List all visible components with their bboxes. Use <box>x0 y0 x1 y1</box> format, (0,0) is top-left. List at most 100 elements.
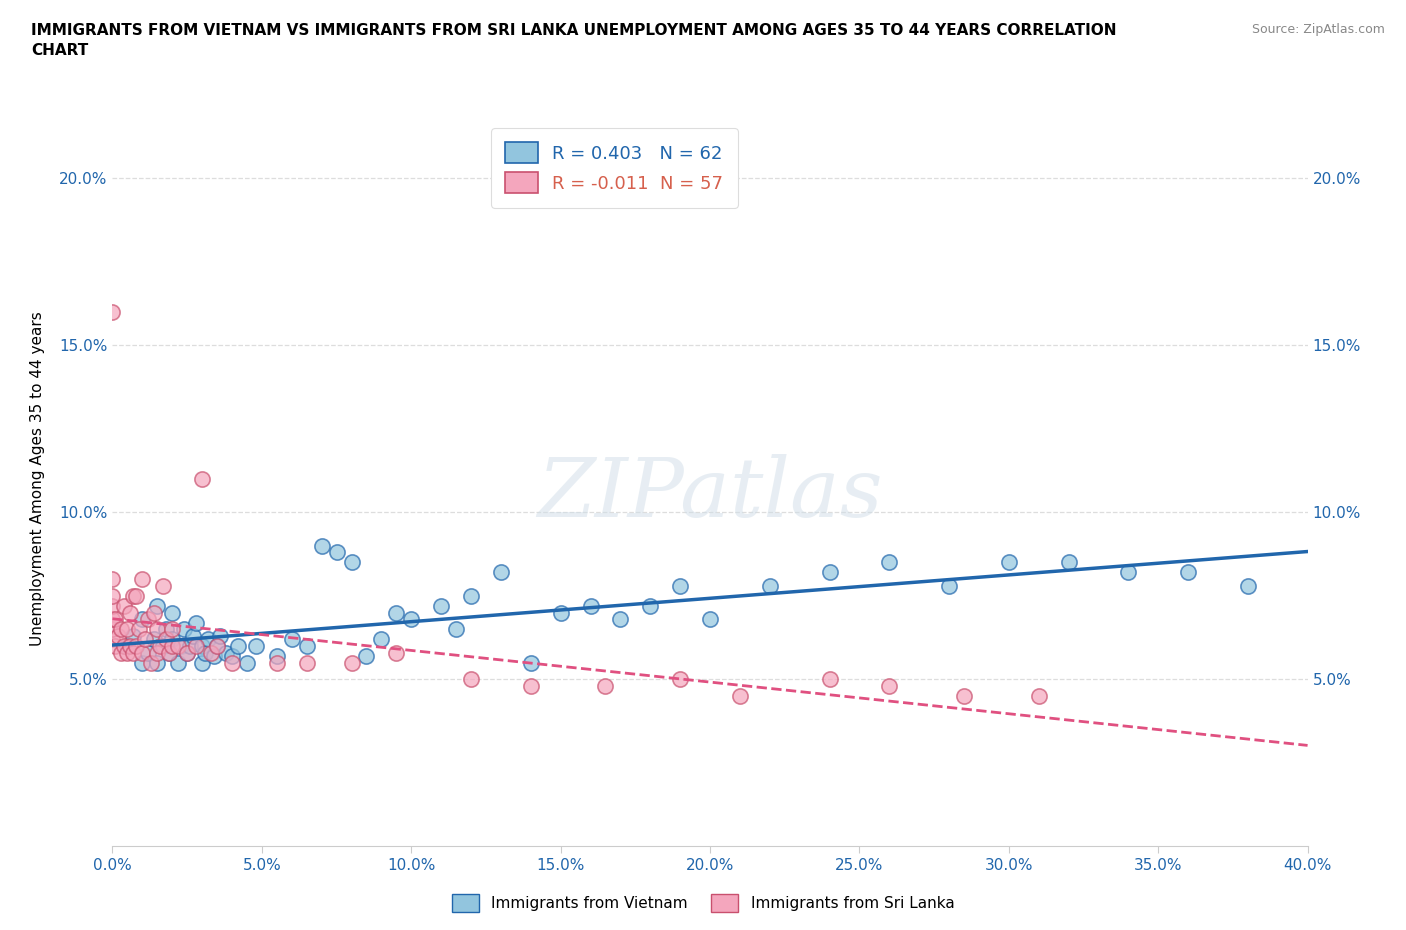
Point <box>520 656 543 671</box>
Point <box>340 656 363 671</box>
Point <box>110 622 132 637</box>
Point <box>122 645 145 660</box>
Point <box>460 589 482 604</box>
Point <box>114 598 135 613</box>
Point <box>162 605 183 620</box>
Point <box>131 656 153 671</box>
Point <box>699 612 721 627</box>
Point <box>221 656 243 671</box>
Point <box>162 622 183 637</box>
Point <box>114 639 135 654</box>
Point <box>176 645 198 660</box>
Point <box>998 555 1021 570</box>
Point <box>101 572 124 587</box>
Point <box>141 656 163 671</box>
Point <box>131 572 153 587</box>
Point <box>101 304 124 319</box>
Point <box>489 565 512 580</box>
Point <box>157 645 180 660</box>
Point <box>128 622 150 637</box>
Point <box>117 645 139 660</box>
Point <box>122 589 145 604</box>
Point <box>818 565 841 580</box>
Point <box>131 612 153 627</box>
Point <box>194 645 217 660</box>
Point <box>110 645 132 660</box>
Point <box>120 639 142 654</box>
Point <box>385 605 408 620</box>
Point <box>1057 555 1080 570</box>
Point <box>179 639 201 654</box>
Point <box>325 545 347 560</box>
Point <box>205 639 228 654</box>
Point <box>101 622 124 637</box>
Point <box>879 555 901 570</box>
Text: ZIPatlas: ZIPatlas <box>537 454 883 534</box>
Point <box>609 612 631 627</box>
Point <box>311 538 333 553</box>
Point <box>215 645 238 660</box>
Point <box>170 639 193 654</box>
Point <box>953 688 976 703</box>
Point <box>157 645 180 660</box>
Point <box>460 671 482 686</box>
Y-axis label: Unemployment Among Ages 35 to 44 years: Unemployment Among Ages 35 to 44 years <box>31 312 45 646</box>
Point <box>669 578 692 593</box>
Point <box>101 631 124 646</box>
Point <box>162 631 183 646</box>
Point <box>117 622 139 637</box>
Point <box>125 639 148 654</box>
Point <box>176 645 198 660</box>
Point <box>143 631 166 646</box>
Point <box>186 639 208 654</box>
Point <box>197 631 219 646</box>
Point <box>579 598 602 613</box>
Point <box>138 612 160 627</box>
Point <box>221 648 243 663</box>
Point <box>759 578 782 593</box>
Point <box>120 605 142 620</box>
Point <box>401 612 423 627</box>
Point <box>266 648 288 663</box>
Point <box>295 639 318 654</box>
Point <box>167 639 190 654</box>
Point <box>186 615 208 630</box>
Point <box>209 629 232 644</box>
Point <box>155 622 177 637</box>
Point <box>152 578 174 593</box>
Point <box>191 472 214 486</box>
Point <box>131 645 153 660</box>
Point <box>444 622 467 637</box>
Point <box>385 645 408 660</box>
Point <box>146 598 169 613</box>
Point <box>370 631 392 646</box>
Point <box>122 629 145 644</box>
Point <box>167 656 190 671</box>
Point <box>155 631 177 646</box>
Point <box>138 645 160 660</box>
Point <box>236 656 259 671</box>
Point <box>101 612 124 627</box>
Point <box>143 605 166 620</box>
Point <box>550 605 572 620</box>
Point <box>1237 578 1260 593</box>
Point <box>101 589 124 604</box>
Point <box>173 622 195 637</box>
Point <box>1028 688 1050 703</box>
Point <box>117 639 139 654</box>
Point <box>266 656 288 671</box>
Point <box>152 639 174 654</box>
Point <box>146 622 169 637</box>
Legend: R = 0.403   N = 62, R = -0.011  N = 57: R = 0.403 N = 62, R = -0.011 N = 57 <box>491 128 738 207</box>
Point <box>1177 565 1199 580</box>
Point <box>149 639 172 654</box>
Point <box>125 589 148 604</box>
Point <box>340 555 363 570</box>
Point <box>101 598 124 613</box>
Point <box>146 656 169 671</box>
Point <box>205 639 228 654</box>
Point <box>295 656 318 671</box>
Point <box>520 679 543 694</box>
Point <box>938 578 960 593</box>
Point <box>669 671 692 686</box>
